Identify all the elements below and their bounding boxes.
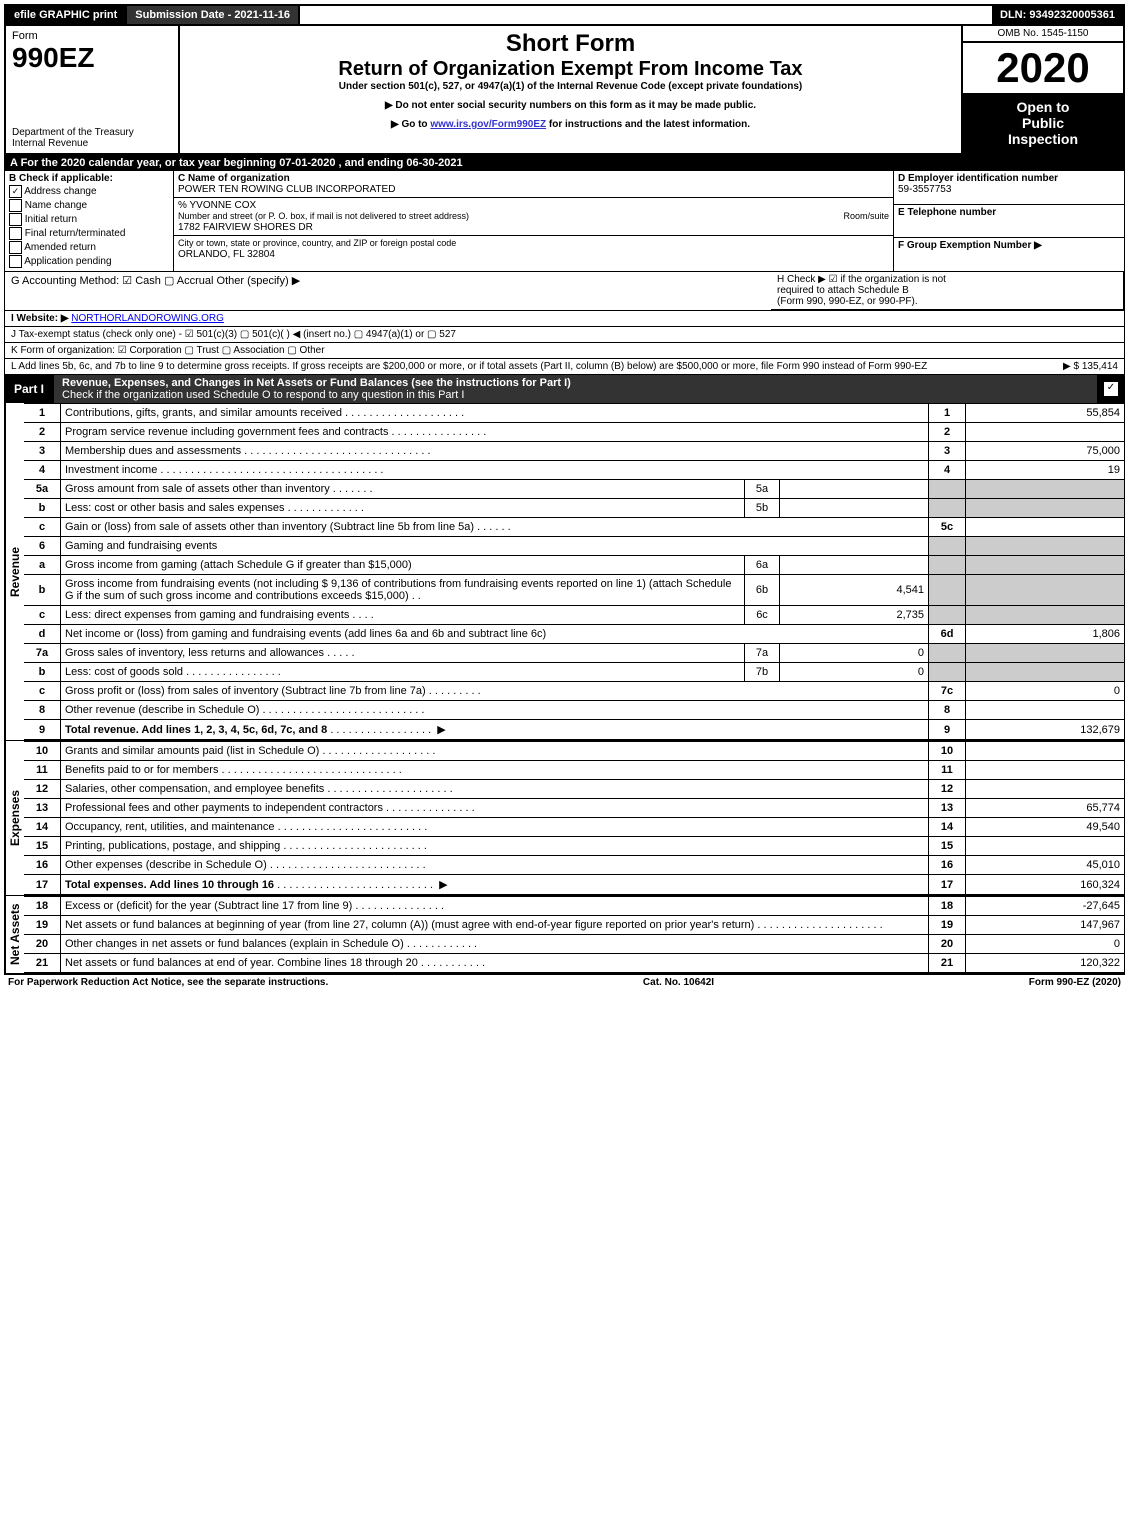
page-footer: For Paperwork Reduction Act Notice, see …: [4, 974, 1125, 990]
table-row: dNet income or (loss) from gaming and fu…: [24, 625, 1124, 644]
table-row: 4Investment income . . . . . . . . . . .…: [24, 461, 1124, 480]
info-section: B Check if applicable: Address change Na…: [4, 171, 1125, 272]
city-block: City or town, state or province, country…: [174, 236, 893, 262]
ein: 59-3557753: [898, 184, 951, 195]
form-number: 990EZ: [12, 42, 172, 74]
row-gh: G Accounting Method: ☑ Cash ▢ Accrual Ot…: [4, 272, 1125, 311]
top-bar: efile GRAPHIC print Submission Date - 20…: [4, 4, 1125, 26]
table-row: aGross income from gaming (attach Schedu…: [24, 556, 1124, 575]
table-row: 8Other revenue (describe in Schedule O) …: [24, 701, 1124, 720]
table-row: 12Salaries, other compensation, and empl…: [24, 780, 1124, 799]
care-of: % YVONNE COX: [178, 200, 256, 211]
netassets-table: 18Excess or (deficit) for the year (Subt…: [24, 896, 1124, 973]
ssn-warning: ▶ Do not enter social security numbers o…: [184, 100, 957, 111]
gross-receipts-amount: ▶ $ 135,414: [1063, 361, 1118, 372]
line-g: G Accounting Method: ☑ Cash ▢ Accrual Ot…: [5, 272, 771, 310]
table-row: 21Net assets or fund balances at end of …: [24, 954, 1124, 973]
expenses-side-label: Expenses: [5, 741, 24, 895]
check-initial-return[interactable]: Initial return: [9, 213, 169, 226]
part1-label: Part I: [4, 380, 54, 398]
line-h: H Check ▶ ☑ if the organization is not r…: [771, 272, 1124, 310]
table-row: 7aGross sales of inventory, less returns…: [24, 644, 1124, 663]
table-row: 19Net assets or fund balances at beginni…: [24, 916, 1124, 935]
part1-header: Part I Revenue, Expenses, and Changes in…: [4, 375, 1125, 403]
table-row: 13Professional fees and other payments t…: [24, 799, 1124, 818]
table-row: 14Occupancy, rent, utilities, and mainte…: [24, 818, 1124, 837]
form-label: Form: [12, 30, 172, 42]
table-row: cGain or (loss) from sale of assets othe…: [24, 518, 1124, 537]
section-b-heading: B Check if applicable:: [9, 173, 113, 184]
table-row: 1Contributions, gifts, grants, and simil…: [24, 404, 1124, 423]
table-row: 11Benefits paid to or for members . . . …: [24, 761, 1124, 780]
check-app-pending[interactable]: Application pending: [9, 255, 169, 268]
efile-print-button[interactable]: efile GRAPHIC print: [6, 6, 127, 24]
org-name-block: C Name of organization POWER TEN ROWING …: [174, 171, 893, 198]
section-d: D Employer identification number 59-3557…: [894, 171, 1124, 205]
org-name: POWER TEN ROWING CLUB INCORPORATED: [178, 184, 395, 195]
revenue-side-label: Revenue: [5, 403, 24, 740]
form-subtitle: Under section 501(c), 527, or 4947(a)(1)…: [184, 81, 957, 92]
website-link[interactable]: NORTHORLANDOROWING.ORG: [71, 313, 224, 324]
open-to-public: Open to Public Inspection: [963, 93, 1123, 153]
table-row: 16Other expenses (describe in Schedule O…: [24, 856, 1124, 875]
expenses-table: 10Grants and similar amounts paid (list …: [24, 741, 1124, 895]
irs-link[interactable]: www.irs.gov/Form990EZ: [430, 119, 546, 130]
header-center: Short Form Return of Organization Exempt…: [180, 26, 961, 153]
table-row: 9Total revenue. Add lines 1, 2, 3, 4, 5c…: [24, 720, 1124, 740]
submission-date: Submission Date - 2021-11-16: [127, 6, 300, 24]
check-name-change[interactable]: Name change: [9, 199, 169, 212]
line-j: J Tax-exempt status (check only one) - ☑…: [4, 327, 1125, 343]
table-row: 20Other changes in net assets or fund ba…: [24, 935, 1124, 954]
part1-title: Revenue, Expenses, and Changes in Net As…: [54, 375, 1097, 403]
table-row: cLess: direct expenses from gaming and f…: [24, 606, 1124, 625]
tax-period: A For the 2020 calendar year, or tax yea…: [4, 155, 1125, 171]
check-address-change[interactable]: Address change: [9, 185, 169, 198]
section-f: F Group Exemption Number ▶: [894, 238, 1124, 271]
topbar-spacer: [300, 6, 992, 24]
check-amended[interactable]: Amended return: [9, 241, 169, 254]
section-b: B Check if applicable: Address change Na…: [5, 171, 174, 271]
check-final-return[interactable]: Final return/terminated: [9, 227, 169, 240]
table-row: 15Printing, publications, postage, and s…: [24, 837, 1124, 856]
street-address: 1782 FAIRVIEW SHORES DR: [178, 222, 313, 233]
table-row: 3Membership dues and assessments . . . .…: [24, 442, 1124, 461]
revenue-table: 1Contributions, gifts, grants, and simil…: [24, 403, 1124, 740]
line-k: K Form of organization: ☑ Corporation ▢ …: [4, 343, 1125, 359]
table-row: bLess: cost or other basis and sales exp…: [24, 499, 1124, 518]
header-left: Form 990EZ Department of the Treasury In…: [6, 26, 180, 153]
revenue-section: Revenue 1Contributions, gifts, grants, a…: [4, 403, 1125, 740]
table-row: 5aGross amount from sale of assets other…: [24, 480, 1124, 499]
form-title: Return of Organization Exempt From Incom…: [184, 58, 957, 81]
footer-right: Form 990-EZ (2020): [1029, 977, 1121, 988]
table-row: 17Total expenses. Add lines 10 through 1…: [24, 875, 1124, 895]
section-e: E Telephone number: [894, 205, 1124, 239]
footer-center: Cat. No. 10642I: [643, 977, 714, 988]
line-l: L Add lines 5b, 6c, and 7b to line 9 to …: [4, 359, 1125, 375]
table-row: 6Gaming and fundraising events: [24, 537, 1124, 556]
netassets-section: Net Assets 18Excess or (deficit) for the…: [4, 895, 1125, 974]
dln-number: DLN: 93492320005361: [992, 6, 1123, 24]
table-row: 10Grants and similar amounts paid (list …: [24, 742, 1124, 761]
table-row: 18Excess or (deficit) for the year (Subt…: [24, 897, 1124, 916]
netassets-side-label: Net Assets: [5, 896, 24, 973]
form-header: Form 990EZ Department of the Treasury In…: [4, 26, 1125, 155]
department-label: Department of the Treasury Internal Reve…: [12, 127, 172, 149]
omb-number: OMB No. 1545-1150: [963, 26, 1123, 43]
table-row: cGross profit or (loss) from sales of in…: [24, 682, 1124, 701]
table-row: bGross income from fundraising events (n…: [24, 575, 1124, 606]
header-right: OMB No. 1545-1150 2020 Open to Public In…: [961, 26, 1123, 153]
section-def: D Employer identification number 59-3557…: [893, 171, 1124, 271]
short-form-title: Short Form: [184, 30, 957, 58]
section-c: C Name of organization POWER TEN ROWING …: [174, 171, 893, 271]
footer-left: For Paperwork Reduction Act Notice, see …: [8, 977, 328, 988]
instructions-note: ▶ Go to www.irs.gov/Form990EZ for instru…: [184, 119, 957, 130]
city-state-zip: ORLANDO, FL 32804: [178, 249, 275, 260]
expenses-section: Expenses 10Grants and similar amounts pa…: [4, 740, 1125, 895]
part1-schedule-o-check[interactable]: ✓: [1103, 381, 1119, 397]
line-i: I Website: ▶ NORTHORLANDOROWING.ORG: [4, 311, 1125, 327]
table-row: 2Program service revenue including gover…: [24, 423, 1124, 442]
tax-year: 2020: [963, 43, 1123, 93]
street-block: % YVONNE COX Number and street (or P. O.…: [174, 198, 893, 236]
table-row: bLess: cost of goods sold . . . . . . . …: [24, 663, 1124, 682]
